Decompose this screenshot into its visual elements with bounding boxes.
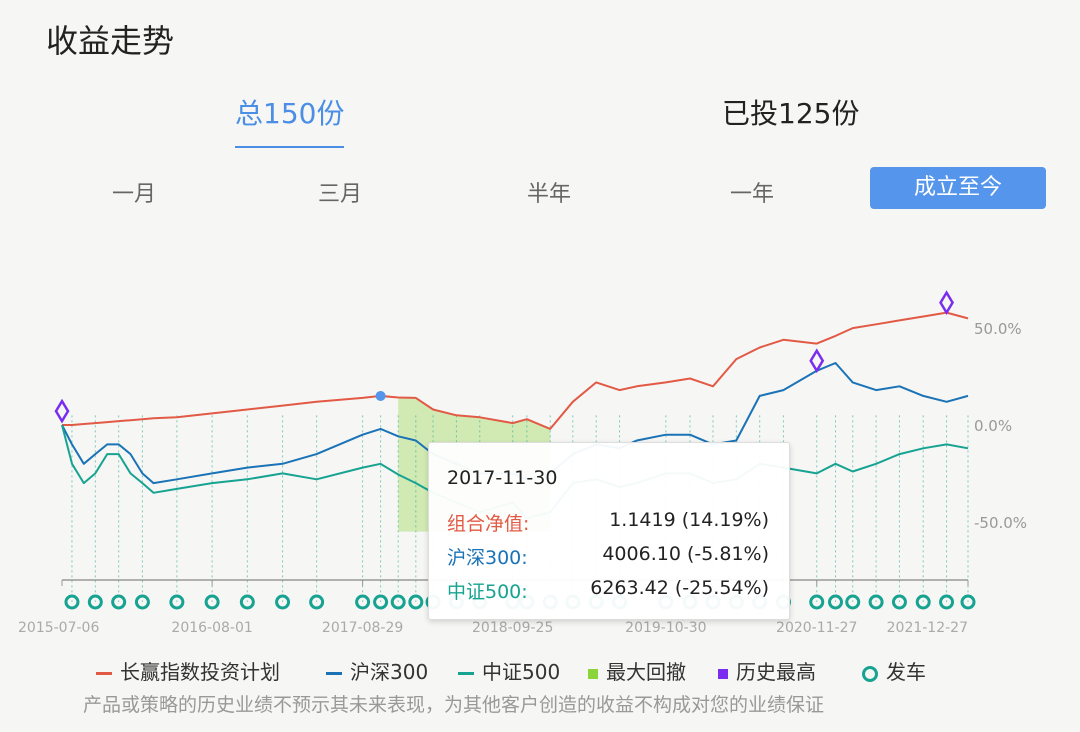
chart-tooltip: 2017-11-30 组合净值: 1.1419 (14.19%) 沪深300: …	[428, 442, 790, 620]
page-title: 收益走势	[46, 22, 175, 60]
departure-marker	[868, 594, 884, 610]
departure-marker	[891, 594, 907, 610]
legend-label: 沪深300	[350, 660, 429, 684]
tooltip-marker-dot	[375, 390, 386, 401]
departure-marker	[408, 594, 424, 610]
departure-marker	[204, 594, 220, 610]
departure-marker	[845, 594, 861, 610]
tooltip-date: 2017-11-30	[447, 467, 558, 489]
legend-label: 历史最高	[736, 660, 816, 684]
departure-marker	[169, 594, 185, 610]
chart-legend: 长赢指数投资计划 沪深300 中证500 最大回撤 历史最高 发车	[0, 656, 1080, 684]
period-since-inception[interactable]: 成立至今	[870, 167, 1046, 209]
legend-label: 最大回撤	[606, 660, 686, 684]
legend-line-swatch	[458, 672, 474, 675]
x-tick-label: 2017-08-29	[322, 620, 403, 636]
departure-marker	[809, 594, 825, 610]
legend-line-swatch	[96, 672, 112, 675]
legend-label: 中证500	[482, 660, 561, 684]
legend-line-swatch	[326, 672, 342, 675]
period-half-year[interactable]: 半年	[527, 182, 572, 207]
historical-high-marker	[939, 290, 955, 316]
departure-marker	[239, 594, 255, 610]
tooltip-zz500-value: 6263.42 (-25.54%)	[590, 577, 769, 599]
legend-item-portfolio[interactable]: 长赢指数投资计划	[96, 656, 280, 685]
departure-marker	[87, 594, 103, 610]
historical-high-marker	[809, 348, 825, 374]
period-one-year[interactable]: 一年	[730, 182, 775, 207]
tooltip-row-portfolio: 组合净值: 1.1419 (14.19%)	[447, 509, 769, 536]
tab-total-shares[interactable]: 总150份	[235, 92, 345, 148]
y-tick-label: 50.0%	[974, 320, 1022, 338]
x-tick-label: 2019-10-30	[625, 620, 706, 636]
series-line-portfolio	[62, 311, 969, 430]
departure-marker	[355, 594, 371, 610]
tooltip-row-zz500: 中证500: 6263.42 (-25.54%)	[447, 577, 769, 604]
departure-marker	[915, 594, 931, 610]
departure-marker	[111, 594, 127, 610]
departure-marker	[828, 594, 844, 610]
period-one-month[interactable]: 一月	[112, 182, 157, 207]
tab-invested-shares[interactable]: 已投125份	[722, 97, 860, 130]
legend-square-swatch	[718, 668, 728, 679]
departure-marker	[275, 594, 291, 610]
departure-marker	[390, 594, 406, 610]
departure-marker	[134, 594, 150, 610]
legend-ring-swatch	[862, 665, 878, 682]
legend-item-max-drawdown[interactable]: 最大回撤	[588, 656, 686, 685]
tooltip-row-hs300: 沪深300: 4006.10 (-5.81%)	[447, 543, 769, 570]
legend-item-historical-high[interactable]: 历史最高	[718, 656, 816, 685]
legend-square-swatch	[588, 668, 598, 679]
x-tick-label: 2018-09-25	[472, 620, 553, 636]
tooltip-portfolio-value: 1.1419 (14.19%)	[609, 509, 769, 531]
x-tick-label: 2021-12-27	[887, 620, 968, 636]
period-three-months[interactable]: 三月	[318, 182, 363, 207]
legend-label: 发车	[886, 660, 926, 684]
y-tick-label: -50.0%	[974, 514, 1027, 532]
tooltip-portfolio-label: 组合净值:	[447, 513, 530, 535]
y-tick-label: 0.0%	[974, 417, 1012, 435]
legend-item-hs300[interactable]: 沪深300	[326, 656, 428, 685]
legend-label: 长赢指数投资计划	[120, 660, 280, 684]
historical-high-marker	[54, 398, 70, 424]
disclaimer-text: 产品或策略的历史业绩不预示其未来表现，为其他客户创造的收益不构成对您的业绩保证	[83, 694, 825, 716]
departure-marker	[939, 594, 955, 610]
x-tick-label: 2016-08-01	[171, 620, 252, 636]
x-tick-label: 2020-11-27	[776, 620, 857, 636]
legend-item-zz500[interactable]: 中证500	[458, 656, 560, 685]
departure-marker	[309, 594, 325, 610]
tooltip-zz500-label: 中证500:	[447, 581, 528, 603]
departure-marker	[373, 594, 389, 610]
tooltip-hs300-label: 沪深300:	[447, 547, 528, 569]
departure-marker	[960, 594, 976, 610]
legend-item-departure[interactable]: 发车	[862, 656, 926, 685]
departure-marker	[64, 594, 80, 610]
x-tick-label: 2015-07-06	[18, 620, 99, 636]
tooltip-hs300-value: 4006.10 (-5.81%)	[602, 543, 769, 565]
